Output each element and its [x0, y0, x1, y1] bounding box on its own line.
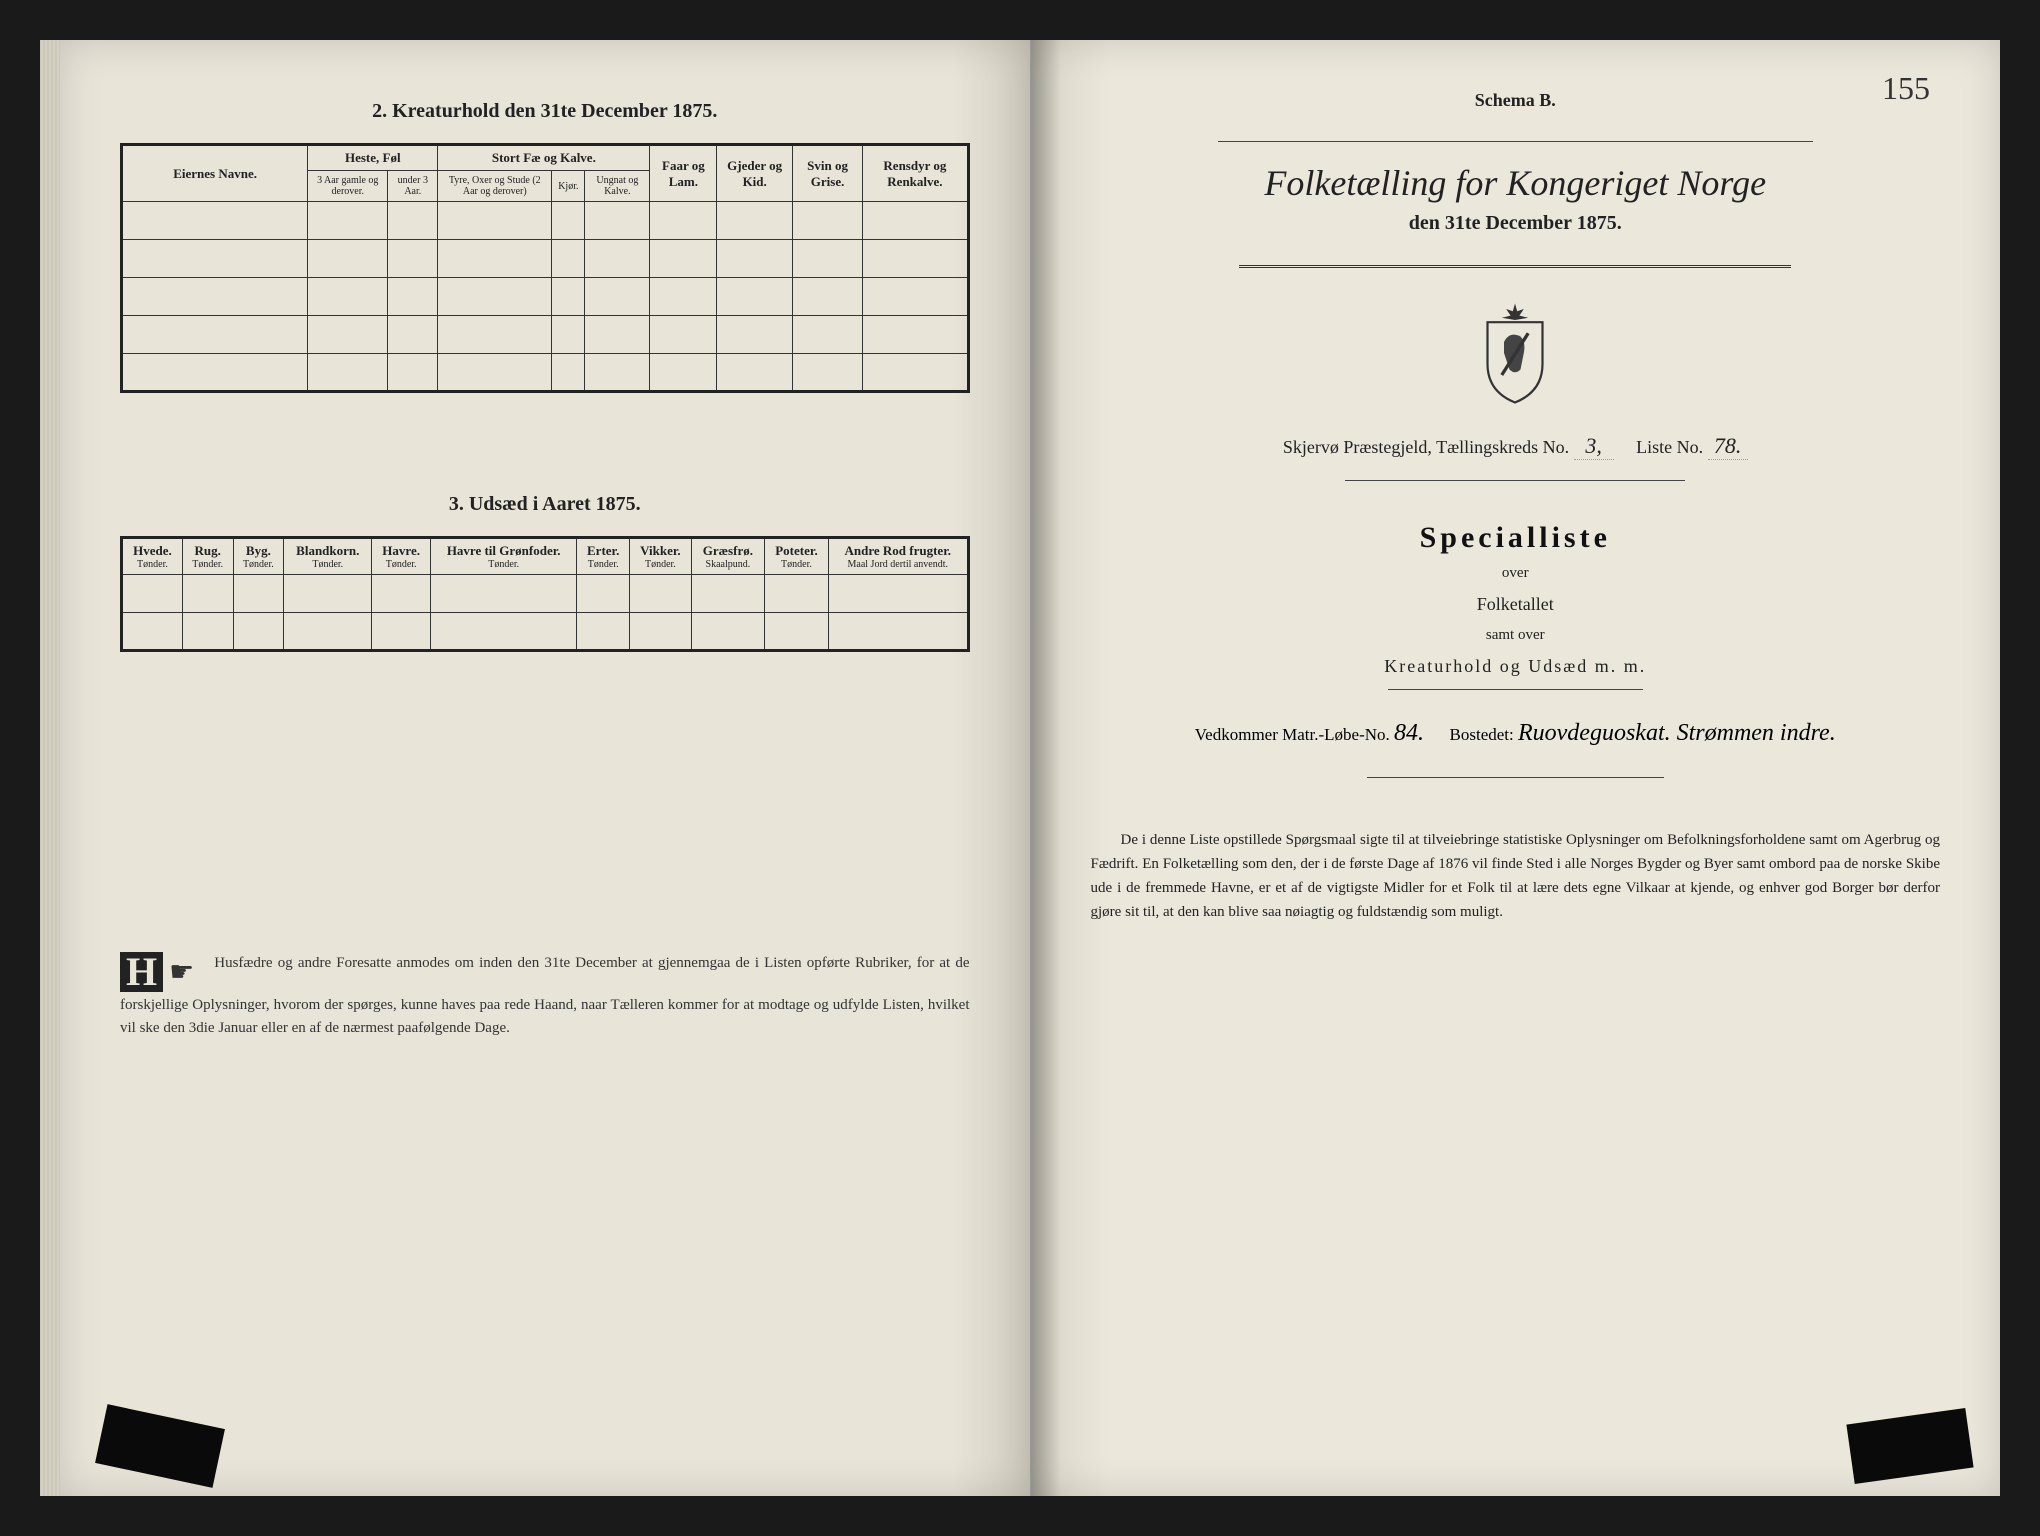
- kreatur-label: Kreaturhold og Udsæd m. m.: [1091, 656, 1941, 677]
- col-c4: Blandkorn.Tønder.: [284, 538, 372, 575]
- special-title: Specialliste: [1091, 521, 1941, 555]
- col-c1: Hvede.Tønder.: [122, 538, 183, 575]
- col-c2: Rug.Tønder.: [182, 538, 233, 575]
- parish-label: Skjervø Præstegjeld, Tællingskreds No.: [1283, 437, 1569, 457]
- liste-label: Liste No.: [1636, 437, 1703, 457]
- col-c8: Vikker.Tønder.: [629, 538, 691, 575]
- sub-title: den 31te December 1875.: [1091, 212, 1941, 235]
- left-page: 2. Kreaturhold den 31te December 1875. E…: [60, 40, 1031, 1496]
- coat-of-arms-icon: [1091, 298, 1941, 413]
- livestock-table: Eiernes Navne. Heste, Føl Stort Fæ og Ka…: [120, 143, 970, 393]
- corner-tab: [95, 1404, 225, 1488]
- page-edge: [40, 40, 60, 1496]
- corner-tab: [1846, 1408, 1973, 1484]
- left-footnote: ☛ HHusfædre og andre Foresatte anmodes o…: [120, 952, 970, 1039]
- bosted-value: Ruovdeguoskat. Strømmen indre.: [1518, 720, 1836, 746]
- section2-title: 2. Kreaturhold den 31te December 1875.: [120, 100, 970, 123]
- col-cattle-c: Ungnat og Kalve.: [585, 171, 650, 202]
- col-cattle-b: Kjør.: [552, 171, 585, 202]
- table-row: [122, 202, 308, 240]
- col-c5: Havre.Tønder.: [372, 538, 431, 575]
- liste-no: 78.: [1708, 433, 1748, 460]
- table-row: [122, 575, 183, 613]
- col-owner: Eiernes Navne.: [122, 145, 308, 202]
- right-page: 155 Schema B. Folketælling for Kongerige…: [1031, 40, 2001, 1496]
- over-label: over: [1091, 565, 1941, 582]
- kreds-no: 3,: [1574, 433, 1614, 460]
- matr-no: 84.: [1394, 720, 1424, 746]
- table-row: [122, 354, 308, 392]
- folketallet-label: Folketallet: [1091, 594, 1941, 615]
- col-horse-a: 3 Aar gamle og derover.: [308, 171, 388, 202]
- page-number: 155: [1882, 70, 1930, 107]
- divider: [1388, 689, 1643, 690]
- schema-label: Schema B.: [1091, 90, 1941, 111]
- col-goats: Gjeder og Kid.: [717, 145, 792, 202]
- col-c3: Byg.Tønder.: [233, 538, 284, 575]
- matr-label: Vedkommer Matr.-Løbe-No.: [1195, 725, 1390, 744]
- divider: [1345, 480, 1685, 481]
- pointing-hand-icon: ☛: [169, 952, 209, 994]
- samt-label: samt over: [1091, 627, 1941, 644]
- table-row: [122, 240, 308, 278]
- spine-shadow: [1031, 40, 1061, 1496]
- col-c11: Andre Rod frugter.Maal Jord dertil anven…: [829, 538, 968, 575]
- dropcap: H: [120, 952, 163, 992]
- col-sheep: Faar og Lam.: [650, 145, 717, 202]
- col-c7: Erter.Tønder.: [577, 538, 629, 575]
- divider: [1239, 265, 1791, 268]
- col-c6: Havre til Grønfoder.Tønder.: [430, 538, 577, 575]
- col-cattle-a: Tyre, Oxer og Stude (2 Aar og derover): [438, 171, 552, 202]
- table-row: [122, 278, 308, 316]
- divider: [1367, 777, 1664, 778]
- book-spread: 2. Kreaturhold den 31te December 1875. E…: [60, 40, 2000, 1496]
- bosted-line: Vedkommer Matr.-Løbe-No. 84. Bostedet: R…: [1091, 720, 1941, 747]
- col-c10: Poteter.Tønder.: [764, 538, 828, 575]
- section3-title: 3. Udsæd i Aaret 1875.: [120, 493, 970, 516]
- table-row: [122, 316, 308, 354]
- col-reindeer: Rensdyr og Renkalve.: [863, 145, 968, 202]
- footnote-text: Husfædre og andre Foresatte anmodes om i…: [120, 955, 970, 1036]
- table-row: [122, 613, 183, 651]
- col-horse-b: under 3 Aar.: [388, 171, 438, 202]
- col-cattle-group: Stort Fæ og Kalve.: [438, 145, 650, 171]
- bosted-label: Bostedet:: [1450, 725, 1514, 744]
- main-title: Folketælling for Kongeriget Norge: [1091, 162, 1941, 204]
- col-pigs: Svin og Grise.: [792, 145, 862, 202]
- seed-table: Hvede.Tønder. Rug.Tønder. Byg.Tønder. Bl…: [120, 536, 970, 652]
- right-footnote: De i denne Liste opstillede Spørgsmaal s…: [1091, 828, 1941, 924]
- col-horse-group: Heste, Føl: [308, 145, 438, 171]
- divider: [1218, 141, 1813, 142]
- col-c9: Græsfrø.Skaalpund.: [691, 538, 764, 575]
- parish-line: Skjervø Præstegjeld, Tællingskreds No. 3…: [1091, 433, 1941, 460]
